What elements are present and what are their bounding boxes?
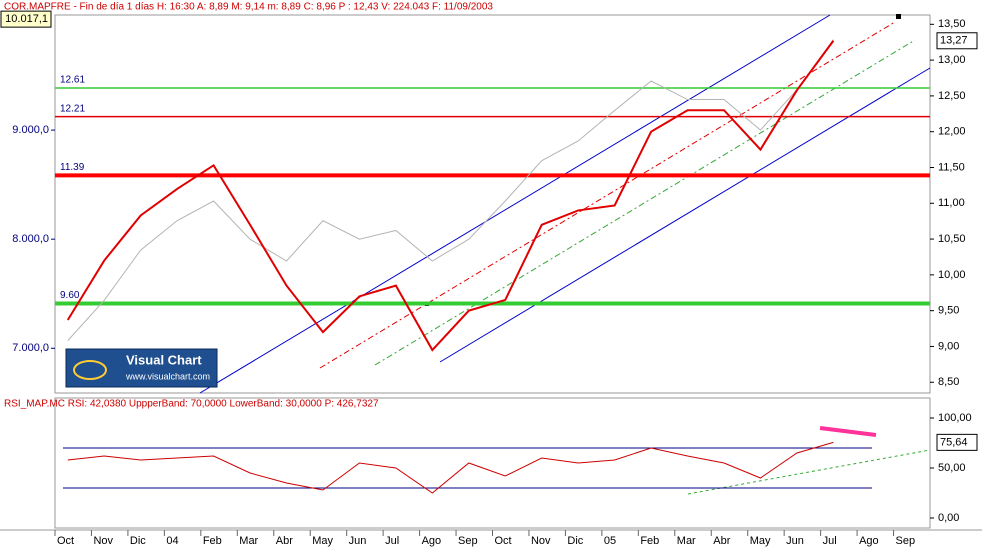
- rsi-header: RSI_MAP.MC RSI: 42,0380 UppperBand: 70,0…: [4, 399, 379, 410]
- x-tick-label: May: [750, 535, 771, 547]
- current-box: [0, 10, 52, 28]
- level-label: 9.60: [60, 290, 80, 301]
- x-tick-label: Feb: [640, 535, 659, 547]
- x-tick-label: Oct: [57, 535, 74, 547]
- x-tick-label: Jul: [385, 535, 399, 547]
- rsi-divergence-line: [819, 426, 877, 437]
- x-tick-label: Mar: [677, 535, 696, 547]
- series-line: [66, 40, 835, 352]
- logo-url: www.visualchart.com: [125, 371, 210, 381]
- x-tick-label: Nov: [531, 535, 551, 547]
- y2-tick-label: 9,00: [938, 340, 959, 352]
- current-box: [936, 433, 978, 451]
- x-tick-label: Jun: [349, 535, 367, 547]
- logo-title: Visual Chart: [126, 352, 202, 367]
- logo-icon: [73, 360, 107, 380]
- x-tick-label: Oct: [495, 535, 512, 547]
- x-tick-label: Dic: [130, 535, 146, 547]
- series-line: [67, 441, 834, 494]
- x-tick-label: Ago: [422, 535, 442, 547]
- y2-tick-label: 12,00: [938, 126, 966, 138]
- x-tick-label: Feb: [203, 535, 222, 547]
- y-tick-label: 7.000,0: [12, 342, 49, 354]
- x-tick-label: Sep: [896, 535, 916, 547]
- main-frame: [54, 14, 931, 394]
- y2-tick-label: 13,50: [938, 18, 966, 30]
- level-label: 11.39: [60, 162, 85, 173]
- current-label: 10.017,1: [5, 13, 48, 25]
- current-box: [936, 32, 978, 50]
- x-tick-label: Ago: [859, 535, 879, 547]
- y2-tick-label: 10,50: [938, 233, 966, 245]
- x-tick-label: Sep: [458, 535, 478, 547]
- x-tick-label: Mar: [239, 535, 258, 547]
- x-tick-label: Jul: [823, 535, 837, 547]
- marker: [896, 14, 901, 19]
- x-tick-label: Abr: [276, 535, 293, 547]
- y2-tick-label: 13,00: [938, 54, 966, 66]
- y-tick-label: 100,00: [938, 412, 972, 424]
- x-tick-label: Jun: [786, 535, 804, 547]
- level-label: 12.21: [60, 103, 85, 114]
- current-label: 75,64: [940, 436, 968, 448]
- y2-tick-label: 11,00: [938, 197, 965, 209]
- y2-tick-label: 9,50: [938, 305, 959, 317]
- logo: Visual Chart www.visualchart.com: [65, 348, 218, 388]
- logo-box: [65, 348, 218, 388]
- x-tick-label: 05: [604, 535, 616, 547]
- x-tick-label: Abr: [713, 535, 730, 547]
- current-label: 13,27: [940, 35, 968, 47]
- y-tick-label: 9.000,0: [12, 124, 49, 136]
- y2-tick-label: 10,00: [938, 269, 966, 281]
- x-tick-label: Dic: [567, 535, 583, 547]
- y-tick-label: 0,00: [938, 512, 959, 524]
- y-tick-label: 50,00: [938, 462, 966, 474]
- channel-upper: [199, 14, 831, 394]
- y2-tick-label: 8,50: [938, 376, 959, 388]
- x-tick-label: 04: [166, 535, 178, 547]
- y2-tick-label: 12,50: [938, 90, 966, 102]
- rsi-trend-line: [687, 449, 931, 495]
- y2-tick-label: 11,50: [938, 161, 965, 173]
- level-label: 12.61: [60, 75, 85, 86]
- main-header: COR.MAPFRE - Fin de día 1 días H: 16:30 …: [4, 2, 493, 13]
- x-tick-label: Nov: [93, 535, 113, 547]
- x-tick-label: May: [312, 535, 333, 547]
- series-line: [67, 39, 834, 341]
- rsi-frame: [54, 397, 931, 529]
- y-tick-label: 8.000,0: [12, 233, 49, 245]
